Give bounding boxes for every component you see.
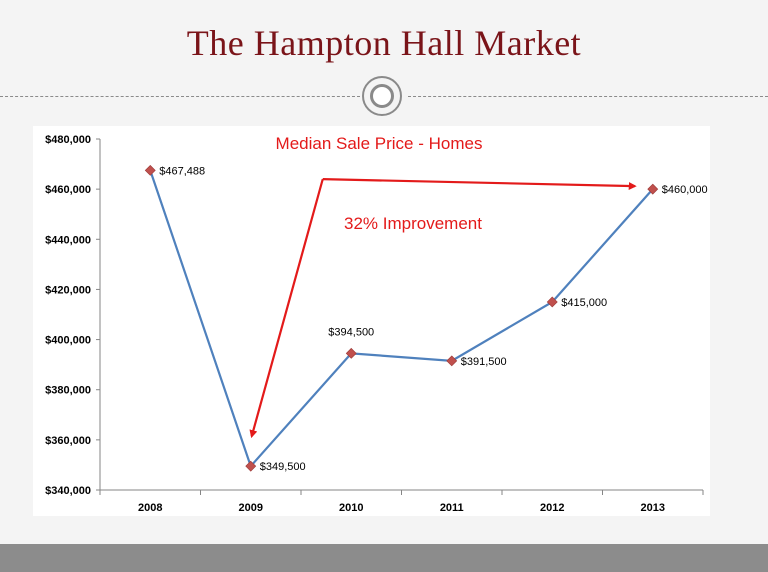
footer-bar xyxy=(0,544,768,572)
arrow-down-to-low xyxy=(249,178,324,439)
improvement-arrows xyxy=(249,178,637,439)
data-label: $460,000 xyxy=(662,184,708,196)
data-point-marker xyxy=(446,355,458,367)
median-price-chart: $340,000 $360,000 $380,000 $400,000 $420,000… xyxy=(45,134,708,514)
y-tick-label: $400,000 xyxy=(45,335,91,347)
data-label: $391,500 xyxy=(461,356,507,368)
data-labels: $467,488 $349,500 $394,500 $391,500 $415,000… xyxy=(159,165,707,473)
data-label: $394,500 xyxy=(328,326,374,338)
x-tick-label: 2008 xyxy=(138,502,162,514)
improvement-annotation: 32% Improvement xyxy=(344,214,482,233)
data-point-marker xyxy=(345,347,357,359)
x-tick-label: 2012 xyxy=(540,502,564,514)
data-label: $467,488 xyxy=(159,165,205,177)
x-axis-ticks: 2008 2009 2010 2011 2012 2013 xyxy=(99,490,704,514)
x-tick-label: 2013 xyxy=(641,502,665,514)
y-tick-label: $380,000 xyxy=(45,385,91,397)
data-point-marker xyxy=(647,183,659,195)
title-divider-right xyxy=(408,96,768,97)
arrow-right-to-recovery xyxy=(322,178,637,191)
data-point-marker xyxy=(144,164,156,176)
y-tick-label: $460,000 xyxy=(45,184,91,196)
divider-ring-icon xyxy=(362,76,402,116)
y-tick-label: $480,000 xyxy=(45,134,91,146)
slide-title: The Hampton Hall Market xyxy=(186,23,582,63)
data-point-marker xyxy=(546,296,558,308)
data-label: $415,000 xyxy=(561,297,607,309)
data-label: $349,500 xyxy=(260,461,306,473)
price-series xyxy=(144,164,659,472)
y-tick-label: $360,000 xyxy=(45,435,91,447)
y-tick-label: $440,000 xyxy=(45,234,91,246)
title-divider-left xyxy=(0,96,360,97)
y-axis-ticks: $340,000 $360,000 $380,000 $400,000 $420,000… xyxy=(45,134,100,497)
chart-title: Median Sale Price - Homes xyxy=(276,134,483,153)
x-tick-label: 2009 xyxy=(239,502,263,514)
data-point-marker xyxy=(245,460,257,472)
divider-ring-inner xyxy=(370,84,394,108)
series-line xyxy=(149,170,654,469)
x-tick-label: 2011 xyxy=(440,502,464,514)
chart-panel: $340,000 $360,000 $380,000 $400,000 $420,000… xyxy=(33,126,710,516)
y-tick-label: $420,000 xyxy=(45,284,91,296)
y-tick-label: $340,000 xyxy=(45,485,91,497)
chart-axes xyxy=(99,139,703,491)
x-tick-label: 2010 xyxy=(339,502,363,514)
